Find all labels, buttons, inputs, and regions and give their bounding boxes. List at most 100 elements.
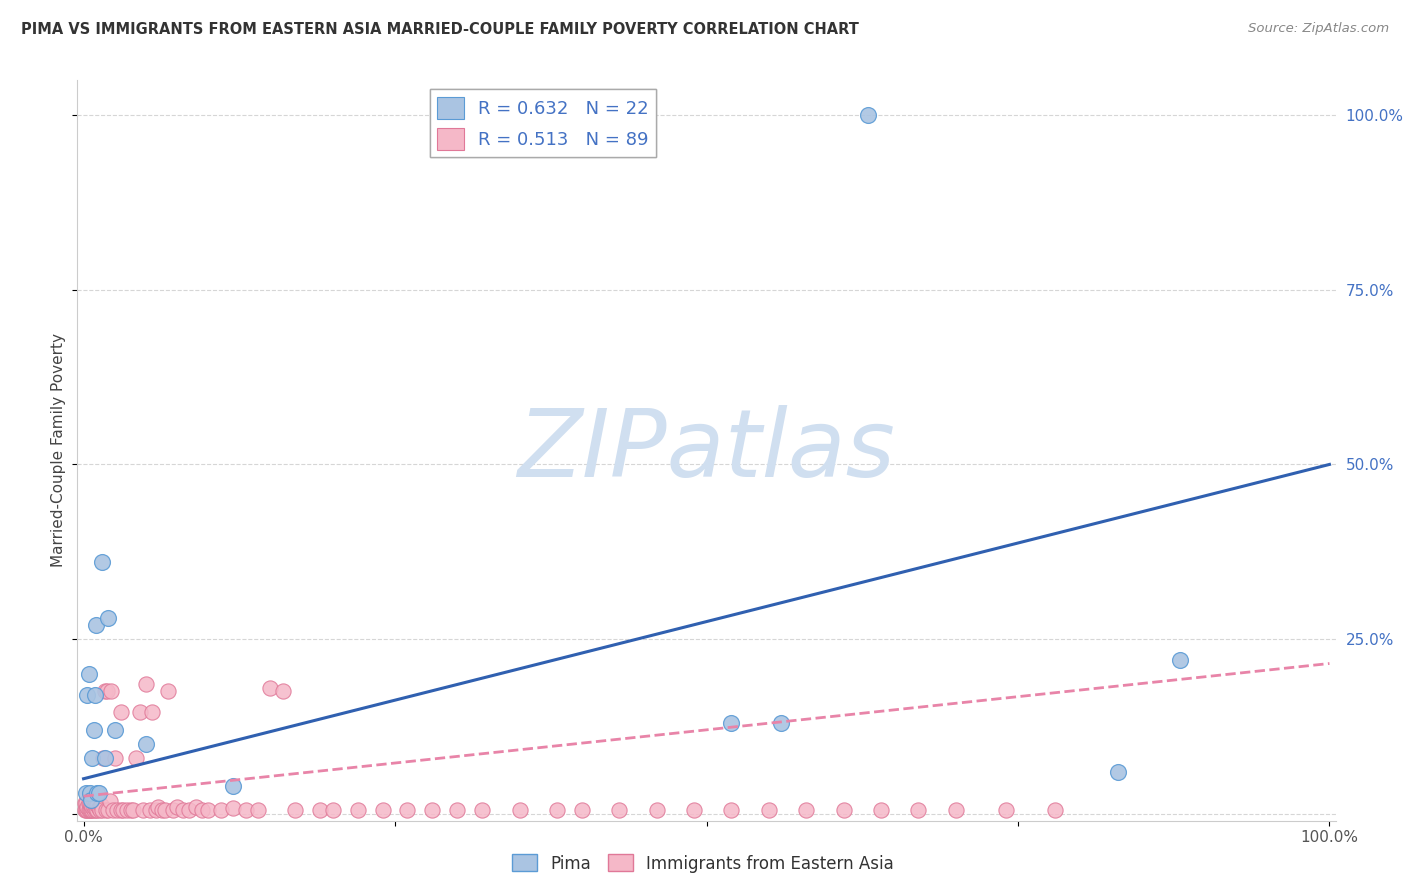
Point	[322, 803, 344, 817]
Point	[945, 803, 967, 817]
Point	[128, 706, 150, 720]
Point	[346, 803, 368, 817]
Point	[645, 803, 668, 817]
Point	[138, 803, 160, 817]
Point	[1107, 764, 1129, 779]
Text: Source: ZipAtlas.com: Source: ZipAtlas.com	[1249, 22, 1389, 36]
Point	[86, 798, 108, 813]
Point	[73, 803, 96, 817]
Point	[76, 688, 98, 702]
Point	[82, 799, 104, 814]
Legend: Pima, Immigrants from Eastern Asia: Pima, Immigrants from Eastern Asia	[505, 847, 901, 880]
Point	[82, 803, 104, 817]
Point	[86, 803, 108, 817]
Point	[83, 723, 105, 737]
Y-axis label: Married-Couple Family Poverty: Married-Couple Family Poverty	[51, 334, 66, 567]
Point	[132, 803, 155, 817]
Point	[720, 803, 742, 817]
Point	[110, 803, 132, 817]
Point	[683, 803, 706, 817]
Point	[120, 803, 142, 817]
Point	[150, 803, 173, 817]
Point	[104, 723, 127, 737]
Point	[235, 803, 257, 817]
Point	[994, 803, 1017, 817]
Point	[93, 751, 115, 765]
Point	[77, 667, 100, 681]
Point	[83, 688, 105, 702]
Point	[105, 803, 128, 817]
Point	[90, 798, 112, 813]
Point	[91, 555, 114, 569]
Point	[75, 786, 97, 800]
Point	[153, 803, 176, 817]
Point	[83, 798, 105, 813]
Point	[110, 706, 132, 720]
Point	[115, 803, 138, 817]
Point	[87, 801, 110, 815]
Point	[571, 803, 593, 817]
Point	[80, 798, 103, 813]
Point	[82, 751, 104, 765]
Point	[145, 803, 167, 817]
Point	[122, 803, 145, 817]
Point	[86, 786, 108, 800]
Point	[758, 803, 780, 817]
Point	[246, 803, 269, 817]
Point	[907, 803, 929, 817]
Point	[75, 796, 97, 810]
Point	[94, 803, 117, 817]
Text: PIMA VS IMMIGRANTS FROM EASTERN ASIA MARRIED-COUPLE FAMILY POVERTY CORRELATION C: PIMA VS IMMIGRANTS FROM EASTERN ASIA MAR…	[21, 22, 859, 37]
Point	[104, 751, 127, 765]
Point	[870, 803, 893, 817]
Point	[1045, 803, 1067, 817]
Point	[396, 803, 419, 817]
Point	[79, 803, 101, 817]
Point	[284, 803, 307, 817]
Point	[607, 803, 630, 817]
Point	[794, 803, 817, 817]
Point	[93, 751, 115, 765]
Point	[93, 684, 115, 698]
Point	[858, 108, 880, 122]
Point	[75, 803, 97, 817]
Point	[76, 803, 98, 817]
Point	[148, 799, 170, 814]
Point	[471, 803, 494, 817]
Point	[87, 786, 110, 800]
Point	[222, 801, 245, 815]
Point	[157, 684, 180, 698]
Point	[83, 799, 105, 814]
Point	[135, 677, 157, 691]
Point	[770, 715, 793, 730]
Point	[79, 786, 101, 800]
Point	[546, 803, 568, 817]
Point	[832, 803, 855, 817]
Point	[209, 803, 232, 817]
Point	[100, 684, 122, 698]
Point	[422, 803, 444, 817]
Point	[184, 799, 207, 814]
Point	[509, 803, 531, 817]
Point	[89, 803, 111, 817]
Point	[84, 796, 107, 810]
Point	[162, 803, 184, 817]
Point	[1168, 653, 1191, 667]
Point	[77, 803, 100, 817]
Text: ZIPatlas: ZIPatlas	[517, 405, 896, 496]
Point	[446, 803, 468, 817]
Point	[197, 803, 219, 817]
Point	[98, 794, 121, 808]
Point	[91, 803, 114, 817]
Point	[125, 751, 148, 765]
Point	[80, 793, 103, 807]
Legend: R = 0.632   N = 22, R = 0.513   N = 89: R = 0.632 N = 22, R = 0.513 N = 89	[430, 89, 657, 157]
Point	[135, 737, 157, 751]
Point	[371, 803, 394, 817]
Point	[73, 796, 96, 810]
Point	[271, 684, 294, 698]
Point	[112, 803, 135, 817]
Point	[84, 803, 107, 817]
Point	[83, 803, 105, 817]
Point	[172, 803, 194, 817]
